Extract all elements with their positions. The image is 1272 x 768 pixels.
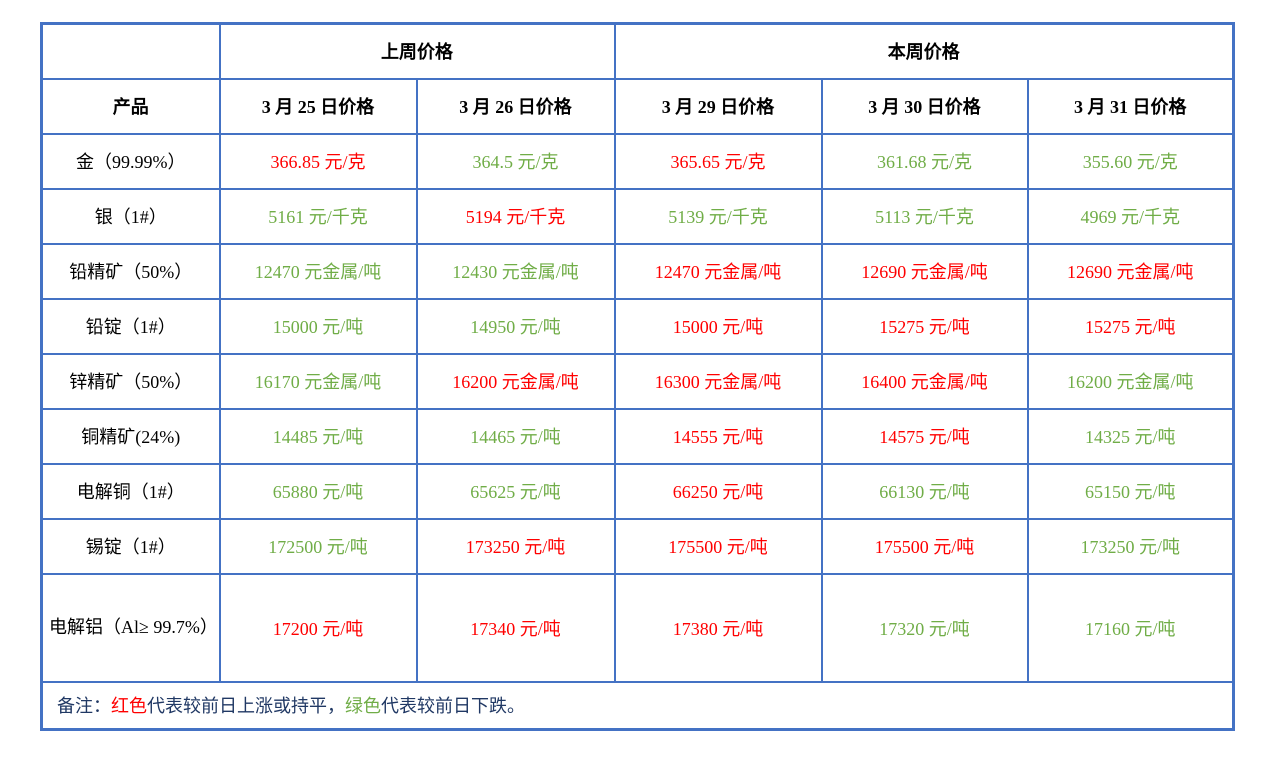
price-cell: 365.65 元/克: [613, 132, 823, 190]
price-cell: 173250 元/吨: [415, 517, 616, 575]
price-cell: 361.68 元/克: [820, 132, 1029, 190]
price-cell: 14555 元/吨: [613, 407, 823, 465]
price-cell: 16200 元金属/吨: [1026, 352, 1235, 410]
note-text-segment: 代表较前日上涨或持平，: [147, 696, 345, 717]
table-row: 锌精矿（50%） 16170 元金属/吨 16200 元金属/吨 16300 元金属/…: [40, 352, 1235, 410]
price-cell: 4969 元/千克: [1026, 187, 1235, 245]
price-cell: 14485 元/吨: [218, 407, 418, 465]
price-cell: 66130 元/吨: [820, 462, 1029, 520]
price-cell: 17340 元/吨: [415, 572, 616, 683]
price-cell: 12690 元金属/吨: [1026, 242, 1235, 300]
date-header: 3 月 31 日价格: [1026, 77, 1235, 135]
price-cell: 175500 元/吨: [820, 517, 1029, 575]
table-row: 电解铝（Al≥ 99.7%） 17200 元/吨 17340 元/吨 17380 元/…: [40, 572, 1235, 683]
price-cell: 17160 元/吨: [1026, 572, 1235, 683]
product-cell: 锌精矿（50%）: [40, 352, 221, 410]
price-cell: 15000 元/吨: [613, 297, 823, 355]
price-cell: 12470 元金属/吨: [613, 242, 823, 300]
price-cell: 14950 元/吨: [415, 297, 616, 355]
product-cell: 银（1#）: [40, 187, 221, 245]
price-cell: 66250 元/吨: [613, 462, 823, 520]
product-cell: 铜精矿(24%): [40, 407, 221, 465]
price-cell: 14575 元/吨: [820, 407, 1029, 465]
note-text-segment: 绿色: [345, 696, 381, 717]
price-cell: 14325 元/吨: [1026, 407, 1235, 465]
price-cell: 14465 元/吨: [415, 407, 616, 465]
price-cell: 5139 元/千克: [613, 187, 823, 245]
table-row: 锡锭（1#） 172500 元/吨 173250 元/吨 175500 元/吨 1755…: [40, 517, 1235, 575]
date-header: 3 月 30 日价格: [820, 77, 1029, 135]
price-cell: 366.85 元/克: [218, 132, 418, 190]
price-cell: 12430 元金属/吨: [415, 242, 616, 300]
table-row: 铜精矿(24%) 14485 元/吨 14465 元/吨 14555 元/吨 14575…: [40, 407, 1235, 465]
this-week-header: 本周价格: [613, 22, 1235, 80]
note-text-segment: 红色: [111, 696, 147, 717]
price-cell: 355.60 元/克: [1026, 132, 1235, 190]
note-text-segment: 代表较前日下跌。: [381, 696, 525, 717]
table-row: 铅精矿（50%） 12470 元金属/吨 12430 元金属/吨 12470 元金属/…: [40, 242, 1235, 300]
product-header: 产品: [40, 77, 221, 135]
table-row: 铅锭（1#） 15000 元/吨 14950 元/吨 15000 元/吨 15275 元…: [40, 297, 1235, 355]
price-cell: 16300 元金属/吨: [613, 352, 823, 410]
table-row: 银（1#） 5161 元/千克 5194 元/千克 5139 元/千克 5113 元/千…: [40, 187, 1235, 245]
note-text-segment: 备注：: [57, 696, 111, 717]
product-cell: 锡锭（1#）: [40, 517, 221, 575]
price-cell: 65880 元/吨: [218, 462, 418, 520]
price-cell: 17320 元/吨: [820, 572, 1029, 683]
price-cell: 65150 元/吨: [1026, 462, 1235, 520]
price-cell: 15000 元/吨: [218, 297, 418, 355]
price-cell: 175500 元/吨: [613, 517, 823, 575]
price-cell: 16400 元金属/吨: [820, 352, 1029, 410]
note-cell: 备注：红色代表较前日上涨或持平，绿色代表较前日下跌。: [40, 680, 1235, 731]
last-week-header: 上周价格: [218, 22, 616, 80]
price-cell: 17380 元/吨: [613, 572, 823, 683]
table-row: 电解铜（1#） 65880 元/吨 65625 元/吨 66250 元/吨 66130 …: [40, 462, 1235, 520]
date-header: 3 月 25 日价格: [218, 77, 418, 135]
table-row: 金（99.99%） 366.85 元/克 364.5 元/克 365.65 元/克 36…: [40, 132, 1235, 190]
product-cell: 铅锭（1#）: [40, 297, 221, 355]
date-header-row: 产品 3 月 25 日价格 3 月 26 日价格 3 月 29 日价格 3 月 …: [40, 77, 1235, 135]
price-cell: 15275 元/吨: [820, 297, 1029, 355]
price-cell: 65625 元/吨: [415, 462, 616, 520]
note-row: 备注：红色代表较前日上涨或持平，绿色代表较前日下跌。: [40, 680, 1235, 731]
price-cell: 16200 元金属/吨: [415, 352, 616, 410]
price-table: 上周价格 本周价格 产品 3 月 25 日价格 3 月 26 日价格 3 月 2…: [40, 22, 1236, 731]
product-cell: 电解铝（Al≥ 99.7%）: [40, 572, 221, 683]
price-cell: 5194 元/千克: [415, 187, 616, 245]
week-header-row: 上周价格 本周价格: [40, 22, 1235, 80]
product-cell: 铅精矿（50%）: [40, 242, 221, 300]
product-cell: 金（99.99%）: [40, 132, 221, 190]
price-cell: 17200 元/吨: [218, 572, 418, 683]
price-cell: 172500 元/吨: [218, 517, 418, 575]
price-cell: 12470 元金属/吨: [218, 242, 418, 300]
corner-empty-cell: [40, 22, 221, 80]
date-header: 3 月 26 日价格: [415, 77, 616, 135]
price-cell: 173250 元/吨: [1026, 517, 1235, 575]
price-cell: 364.5 元/克: [415, 132, 616, 190]
price-cell: 12690 元金属/吨: [820, 242, 1029, 300]
price-cell: 5113 元/千克: [820, 187, 1029, 245]
price-cell: 5161 元/千克: [218, 187, 418, 245]
price-cell: 15275 元/吨: [1026, 297, 1235, 355]
date-header: 3 月 29 日价格: [613, 77, 823, 135]
product-cell: 电解铜（1#）: [40, 462, 221, 520]
price-cell: 16170 元金属/吨: [218, 352, 418, 410]
